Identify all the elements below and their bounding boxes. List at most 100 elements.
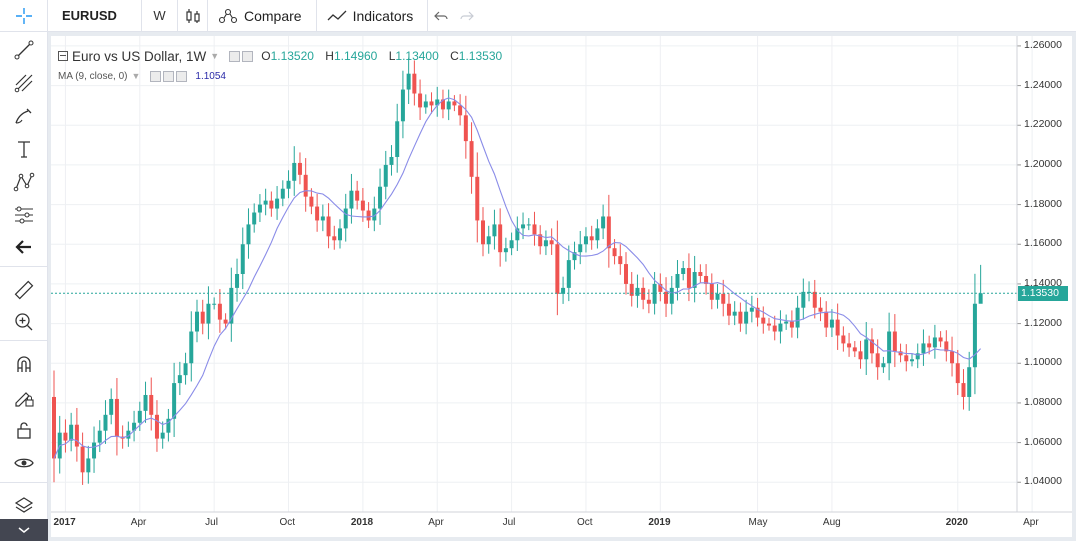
chart-legend: Euro vs US Dollar, 1W ▼ O1.13520 H1.1496… [58,46,510,86]
candle-body [475,176,480,221]
candle-body [217,303,222,320]
time-tick-label: 2018 [350,517,374,528]
hide-series-icon[interactable] [229,50,241,62]
candle-body [612,248,617,257]
undo-button[interactable] [428,0,454,32]
price-tick-label: 1.22000 [1024,118,1062,131]
candle-body [189,331,194,364]
ma-indicator-label[interactable]: MA (9, close, 0) [58,70,128,82]
candle-body [852,347,857,352]
indicators-button[interactable]: Indicators [317,0,429,32]
compare-button[interactable]: Compare [208,0,317,32]
chart-style-button[interactable] [178,0,208,32]
time-tick-label: 2020 [945,517,968,528]
time-tick-label: Aug [822,517,841,528]
candle-body [641,287,646,300]
symbol-search-button[interactable]: EURUSD [48,0,142,32]
candle-body [92,442,97,459]
ma-line [53,97,982,459]
candle-body [355,190,360,201]
drawing-toolbar [0,32,48,541]
chart-pane[interactable] [51,36,1072,537]
candle-body [784,321,789,324]
high-value: 1.14960 [333,49,378,63]
candle-body [904,355,909,362]
price-tick-label: 1.26000 [1024,38,1062,51]
brush-tool[interactable] [8,102,40,130]
pattern-tool[interactable] [8,168,40,196]
candle-body [246,224,251,245]
candle-body [549,240,554,245]
candle-body [446,101,451,110]
indicators-label: Indicators [352,7,414,24]
prediction-tool[interactable] [8,201,40,229]
text-tool[interactable] [8,135,40,163]
price-tick-label: 1.10000 [1024,356,1062,369]
candle-body [618,256,623,265]
zoom-in-tool[interactable] [8,308,40,336]
time-tick-label: Apr [428,517,444,528]
collapse-legend-icon[interactable] [58,51,68,61]
candle-body [835,319,840,336]
zoom-in-icon [15,313,33,331]
candle-body [515,228,520,241]
candle-body [521,224,526,229]
candle-body [910,359,914,362]
hide-drawings-tool[interactable] [8,449,40,477]
candle-body [869,339,874,354]
lock-all-tool[interactable] [8,416,40,444]
time-tick-label: Oct [576,517,593,528]
remove-tool[interactable] [8,233,40,261]
candle-body [97,430,102,443]
remove-ma-icon[interactable] [176,70,188,82]
price-tick-label: 1.20000 [1024,157,1062,170]
hide-ma-icon[interactable] [150,70,162,82]
trendline-tool[interactable] [8,36,40,64]
redo-button[interactable] [454,0,480,32]
price-tick-label: 1.06000 [1024,435,1062,448]
gann-fib-tool[interactable] [8,69,40,97]
object-tree-tool[interactable] [8,492,40,520]
series-settings-icon[interactable] [242,50,254,62]
ruler-icon [14,280,34,300]
back-arrow-icon [15,240,31,254]
candle-body [543,240,548,247]
candle-body [389,156,394,165]
candle-body [149,394,154,415]
candle-body [372,208,377,221]
candle-body [686,268,691,288]
collapse-toolbar-button[interactable] [0,519,48,541]
candle-body [183,363,188,376]
interval-button[interactable]: W [142,0,178,32]
ma-settings-icon[interactable] [163,70,175,82]
price-tick-label: 1.08000 [1024,395,1062,408]
compare-label: Compare [244,7,302,24]
candle-body [829,319,834,328]
candle-body [160,432,165,439]
lock-drawings-tool[interactable] [8,383,40,411]
candle-body [669,287,674,304]
candle-body [749,307,754,312]
time-tick-label: Jul [205,517,218,528]
candle-body [303,174,308,197]
series-menu-chevron-icon[interactable]: ▼ [210,51,220,61]
candle-body [80,446,85,473]
low-label: L [388,49,396,63]
crosshair-tool-button[interactable] [0,0,48,32]
ma-menu-chevron-icon[interactable]: ▼ [131,71,141,81]
candle-body [595,228,600,241]
candle-body [109,398,114,415]
time-tick-label: 2019 [648,517,671,528]
time-tick-label: 2017 [53,517,76,528]
series-title[interactable]: Euro vs US Dollar, 1W [72,48,207,64]
price-tick-label: 1.14000 [1024,276,1062,289]
magnet-tool[interactable] [8,350,40,378]
candle-body [406,73,411,90]
candle-body [938,337,943,342]
close-label: C [450,49,459,63]
last-price-tag: 1.13530 [1018,286,1068,302]
measure-tool[interactable] [8,276,40,304]
compare-icon [218,8,238,23]
candle-body [961,383,966,397]
